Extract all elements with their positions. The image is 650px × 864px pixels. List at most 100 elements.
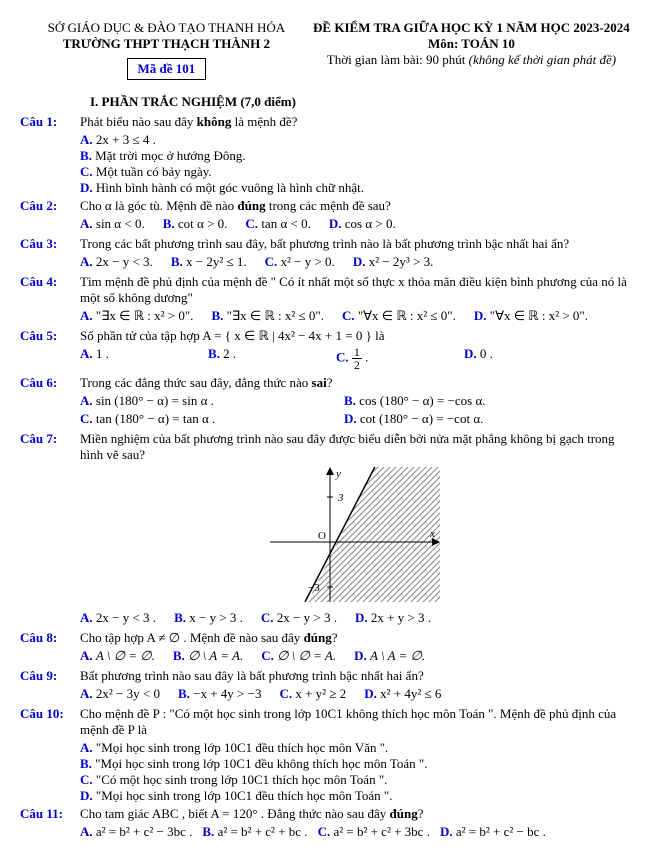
q9-opt-c: C. x + y² ≥ 2	[279, 686, 346, 702]
school-name: TRƯỜNG THPT THẠCH THÀNH 2	[20, 36, 313, 52]
q5-opt-a: A. 1 .	[80, 346, 190, 371]
q1-body: Phát biểu nào sau đây không là mệnh đề? …	[80, 114, 630, 196]
q5-body: Số phần tử của tập hợp A = { x ∈ ℝ | 4x²…	[80, 328, 630, 373]
q3-opt-d: D. x² − 2y³ > 3.	[353, 254, 434, 270]
q4-body: Tìm mệnh đề phủ định của mệnh đề " Có ít…	[80, 274, 630, 326]
q2-body: Cho α là góc tù. Mệnh đề nào đúng trong …	[80, 198, 630, 234]
time-prefix: Thời gian làm bài: 90 phút	[327, 52, 469, 67]
q3-label: Câu 3:	[20, 236, 80, 272]
q8-opt-a: A. A \ ∅ = ∅.	[80, 648, 155, 664]
q1-label: Câu 1:	[20, 114, 80, 196]
q2-label: Câu 2:	[20, 198, 80, 234]
q7-opt-a: A. 2x − y < 3 .	[80, 610, 156, 626]
question-8: Câu 8: Cho tập hợp A ≠ ∅ . Mệnh đề nào s…	[20, 630, 630, 666]
q7-graph: 3 −3 O y x	[80, 467, 630, 606]
q10-opt-a: A. "Mọi học sinh trong lớp 10C1 đều thíc…	[80, 740, 630, 756]
department-name: SỞ GIÁO DỤC & ĐÀO TẠO THANH HÓA	[20, 20, 313, 36]
q6-opt-a: A. sin (180° − α) = sin α .	[80, 393, 344, 409]
question-5: Câu 5: Số phần tử của tập hợp A = { x ∈ …	[20, 328, 630, 373]
q2-opt-c: C. tan α < 0.	[245, 216, 310, 232]
question-11: Câu 11: Cho tam giác ABC , biết A = 120°…	[20, 806, 630, 842]
q6-text: Trong các đẳng thức sau đây, đẳng thức n…	[80, 375, 630, 391]
header-right: ĐỀ KIỂM TRA GIỮA HỌC KỲ 1 NĂM HỌC 2023-2…	[313, 20, 630, 80]
q4-opt-a: A. "∃x ∈ ℝ : x² > 0".	[80, 308, 193, 324]
question-10: Câu 10: Cho mệnh đề P : "Có một học sinh…	[20, 706, 630, 804]
q10-text: Cho mệnh đề P : "Có một học sinh trong l…	[80, 706, 630, 738]
y-tick-3: 3	[337, 492, 344, 504]
q3-opt-c: C. x² − y > 0.	[265, 254, 335, 270]
y-tick-neg3: −3	[308, 582, 320, 594]
q10-opt-c: C. "Có một học sinh trong lớp 10C1 thích…	[80, 772, 630, 788]
q6-opt-b: B. cos (180° − α) = −cos α.	[344, 393, 608, 409]
q5-label: Câu 5:	[20, 328, 80, 373]
q5-opt-b: B. 2 .	[208, 346, 318, 371]
q5-opt-d: D. 0 .	[464, 346, 574, 371]
q9-opt-b: B. −x + 4y > −3	[178, 686, 262, 702]
q1-opt-c: C. Một tuần có bảy ngày.	[80, 164, 630, 180]
q10-opt-b: B. "Mọi học sinh trong lớp 10C1 đều khôn…	[80, 756, 630, 772]
q8-body: Cho tập hợp A ≠ ∅ . Mệnh đề nào sau đây …	[80, 630, 630, 666]
q11-opt-b: B. a² = b² + c² + bc .	[202, 824, 307, 840]
q5-opt-c: C. 12 .	[336, 346, 446, 371]
q7-text: Miền nghiệm của bất phương trình nào sau…	[80, 431, 630, 463]
q4-opt-c: C. "∀x ∈ ℝ : x² ≤ 0".	[342, 308, 456, 324]
question-3: Câu 3: Trong các bất phương trình sau đâ…	[20, 236, 630, 272]
exam-code: Mã đề 101	[127, 58, 207, 80]
q11-label: Câu 11:	[20, 806, 80, 842]
question-2: Câu 2: Cho α là góc tù. Mệnh đề nào đúng…	[20, 198, 630, 234]
q6-opt-c: C. tan (180° − α) = tan α .	[80, 411, 344, 427]
q9-opt-d: D. x² + 4y² ≤ 6	[364, 686, 441, 702]
q11-opt-c: C. a² = b² + c² + 3bc .	[318, 824, 430, 840]
section-1-title: I. PHẦN TRẮC NGHIỆM (7,0 điểm)	[20, 94, 630, 110]
q4-opt-d: D. "∀x ∈ ℝ : x² > 0".	[474, 308, 588, 324]
q2-opt-b: B. cot α > 0.	[163, 216, 228, 232]
q8-opt-d: D. A \ A = ∅.	[354, 648, 425, 664]
q9-text: Bất phương trình nào sau đây là bất phươ…	[80, 668, 630, 684]
q10-label: Câu 10:	[20, 706, 80, 804]
q1-opt-b: B. Mặt trời mọc ở hướng Đông.	[80, 148, 630, 164]
page-header: SỞ GIÁO DỤC & ĐÀO TẠO THANH HÓA TRƯỜNG T…	[20, 20, 630, 80]
q5-text: Số phần tử của tập hợp A = { x ∈ ℝ | 4x²…	[80, 328, 630, 344]
question-4: Câu 4: Tìm mệnh đề phủ định của mệnh đề …	[20, 274, 630, 326]
time-note: (không kể thời gian phát đề)	[469, 52, 616, 67]
subject: Môn: TOÁN 10	[313, 36, 630, 52]
q10-opt-d: D. "Mọi học sinh trong lớp 10C1 đều thíc…	[80, 788, 630, 804]
q8-opt-b: B. ∅ \ A = A.	[173, 648, 243, 664]
q4-label: Câu 4:	[20, 274, 80, 326]
q7-body: Miền nghiệm của bất phương trình nào sau…	[80, 431, 630, 628]
q11-opt-a: A. a² = b² + c² − 3bc .	[80, 824, 192, 840]
q11-body: Cho tam giác ABC , biết A = 120° . Đẳng …	[80, 806, 630, 842]
q4-text: Tìm mệnh đề phủ định của mệnh đề " Có ít…	[80, 274, 630, 306]
q2-opt-d: D. cos α > 0.	[329, 216, 396, 232]
q9-body: Bất phương trình nào sau đây là bất phươ…	[80, 668, 630, 704]
q8-label: Câu 8:	[20, 630, 80, 666]
q7-opt-d: D. 2x + y > 3 .	[355, 610, 431, 626]
q1-text: Phát biểu nào sau đây không là mệnh đề?	[80, 114, 630, 130]
q1-opt-d: D. Hình bình hành có một góc vuông là hì…	[80, 180, 630, 196]
exam-title: ĐỀ KIỂM TRA GIỮA HỌC KỲ 1 NĂM HỌC 2023-2…	[313, 20, 630, 36]
q4-opt-b: B. "∃x ∈ ℝ : x² ≤ 0".	[211, 308, 324, 324]
q7-label: Câu 7:	[20, 431, 80, 628]
q3-opt-a: A. 2x − y < 3.	[80, 254, 153, 270]
q3-opt-b: B. x − 2y² ≤ 1.	[171, 254, 247, 270]
q9-label: Câu 9:	[20, 668, 80, 704]
question-9: Câu 9: Bất phương trình nào sau đây là b…	[20, 668, 630, 704]
inequality-graph: 3 −3 O y x	[270, 467, 440, 602]
q8-text: Cho tập hợp A ≠ ∅ . Mệnh đề nào sau đây …	[80, 630, 630, 646]
q6-label: Câu 6:	[20, 375, 80, 429]
q10-body: Cho mệnh đề P : "Có một học sinh trong l…	[80, 706, 630, 804]
origin-label: O	[318, 530, 326, 542]
q11-opt-d: D. a² = b² + c² − bc .	[440, 824, 546, 840]
question-6: Câu 6: Trong các đẳng thức sau đây, đẳng…	[20, 375, 630, 429]
q11-text: Cho tam giác ABC , biết A = 120° . Đẳng …	[80, 806, 630, 822]
q3-body: Trong các bất phương trình sau đây, bất …	[80, 236, 630, 272]
x-axis-label: x	[429, 528, 435, 540]
q3-text: Trong các bất phương trình sau đây, bất …	[80, 236, 630, 252]
q2-text: Cho α là góc tù. Mệnh đề nào đúng trong …	[80, 198, 630, 214]
question-1: Câu 1: Phát biểu nào sau đây không là mệ…	[20, 114, 630, 196]
q8-opt-c: C. ∅ \ ∅ = A.	[261, 648, 336, 664]
header-left: SỞ GIÁO DỤC & ĐÀO TẠO THANH HÓA TRƯỜNG T…	[20, 20, 313, 80]
y-axis-label: y	[335, 468, 341, 480]
q9-opt-a: A. 2x² − 3y < 0	[80, 686, 160, 702]
q7-opt-c: C. 2x − y > 3 .	[261, 610, 337, 626]
